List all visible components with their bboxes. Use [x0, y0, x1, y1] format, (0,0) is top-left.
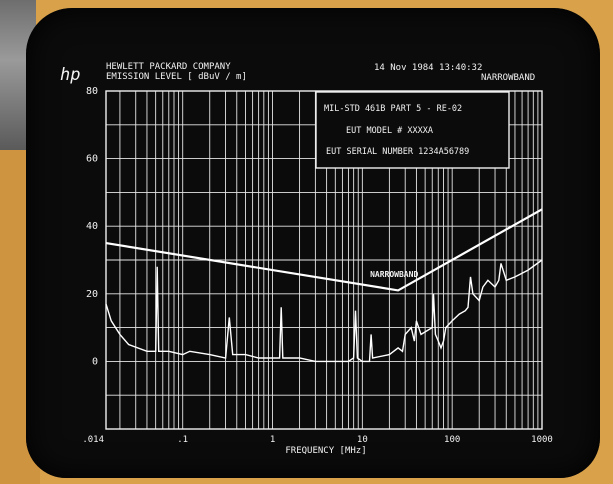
narrowband-limit-line — [105, 208, 543, 292]
info-box-line-1: MIL-STD 461B PART 5 - RE-02 — [324, 104, 462, 114]
hp-logo: hp — [60, 65, 80, 85]
info-box-line-3: EUT SERIAL NUMBER 1234A56789 — [326, 147, 469, 157]
x-tick-label: 10 — [357, 435, 368, 445]
company-label: HEWLETT PACKARD COMPANY — [106, 62, 231, 72]
x-tick-label: .014 — [82, 435, 104, 445]
y-tick-label: 20 — [86, 289, 98, 300]
y-tick-label: 60 — [86, 154, 98, 165]
y-tick-label: 80 — [86, 86, 98, 97]
y-tick-label: 0 — [92, 356, 98, 367]
emission-trace — [105, 259, 543, 363]
x-tick-label: .1 — [177, 435, 188, 445]
info-box-line-2: EUT MODEL # XXXXA — [346, 126, 433, 136]
mode-label: NARROWBAND — [481, 73, 535, 83]
date-time-label: 14 Nov 1984 13:40:32 — [374, 63, 482, 73]
emission-level-label: EMISSION LEVEL [ dBuV / m] — [106, 72, 247, 82]
x-axis-label: FREQUENCY [MHz] — [285, 446, 366, 456]
x-tick-label: 100 — [444, 435, 460, 445]
limit-annotation: NARROWBAND — [370, 270, 418, 279]
x-tick-label: 1 — [270, 435, 275, 445]
emission-chart: hp HEWLETT PACKARD COMPANY EMISSION LEVE… — [60, 62, 553, 456]
info-box-background — [316, 92, 509, 168]
oscilloscope-screen: hp HEWLETT PACKARD COMPANY EMISSION LEVE… — [26, 8, 600, 478]
y-tick-label: 40 — [86, 221, 98, 232]
x-axis-ticks: .014 .1 1 10 100 1000 — [82, 435, 553, 445]
info-box — [315, 91, 510, 169]
y-axis-ticks: 80 60 40 20 0 — [86, 86, 98, 367]
x-tick-label: 1000 — [531, 435, 553, 445]
